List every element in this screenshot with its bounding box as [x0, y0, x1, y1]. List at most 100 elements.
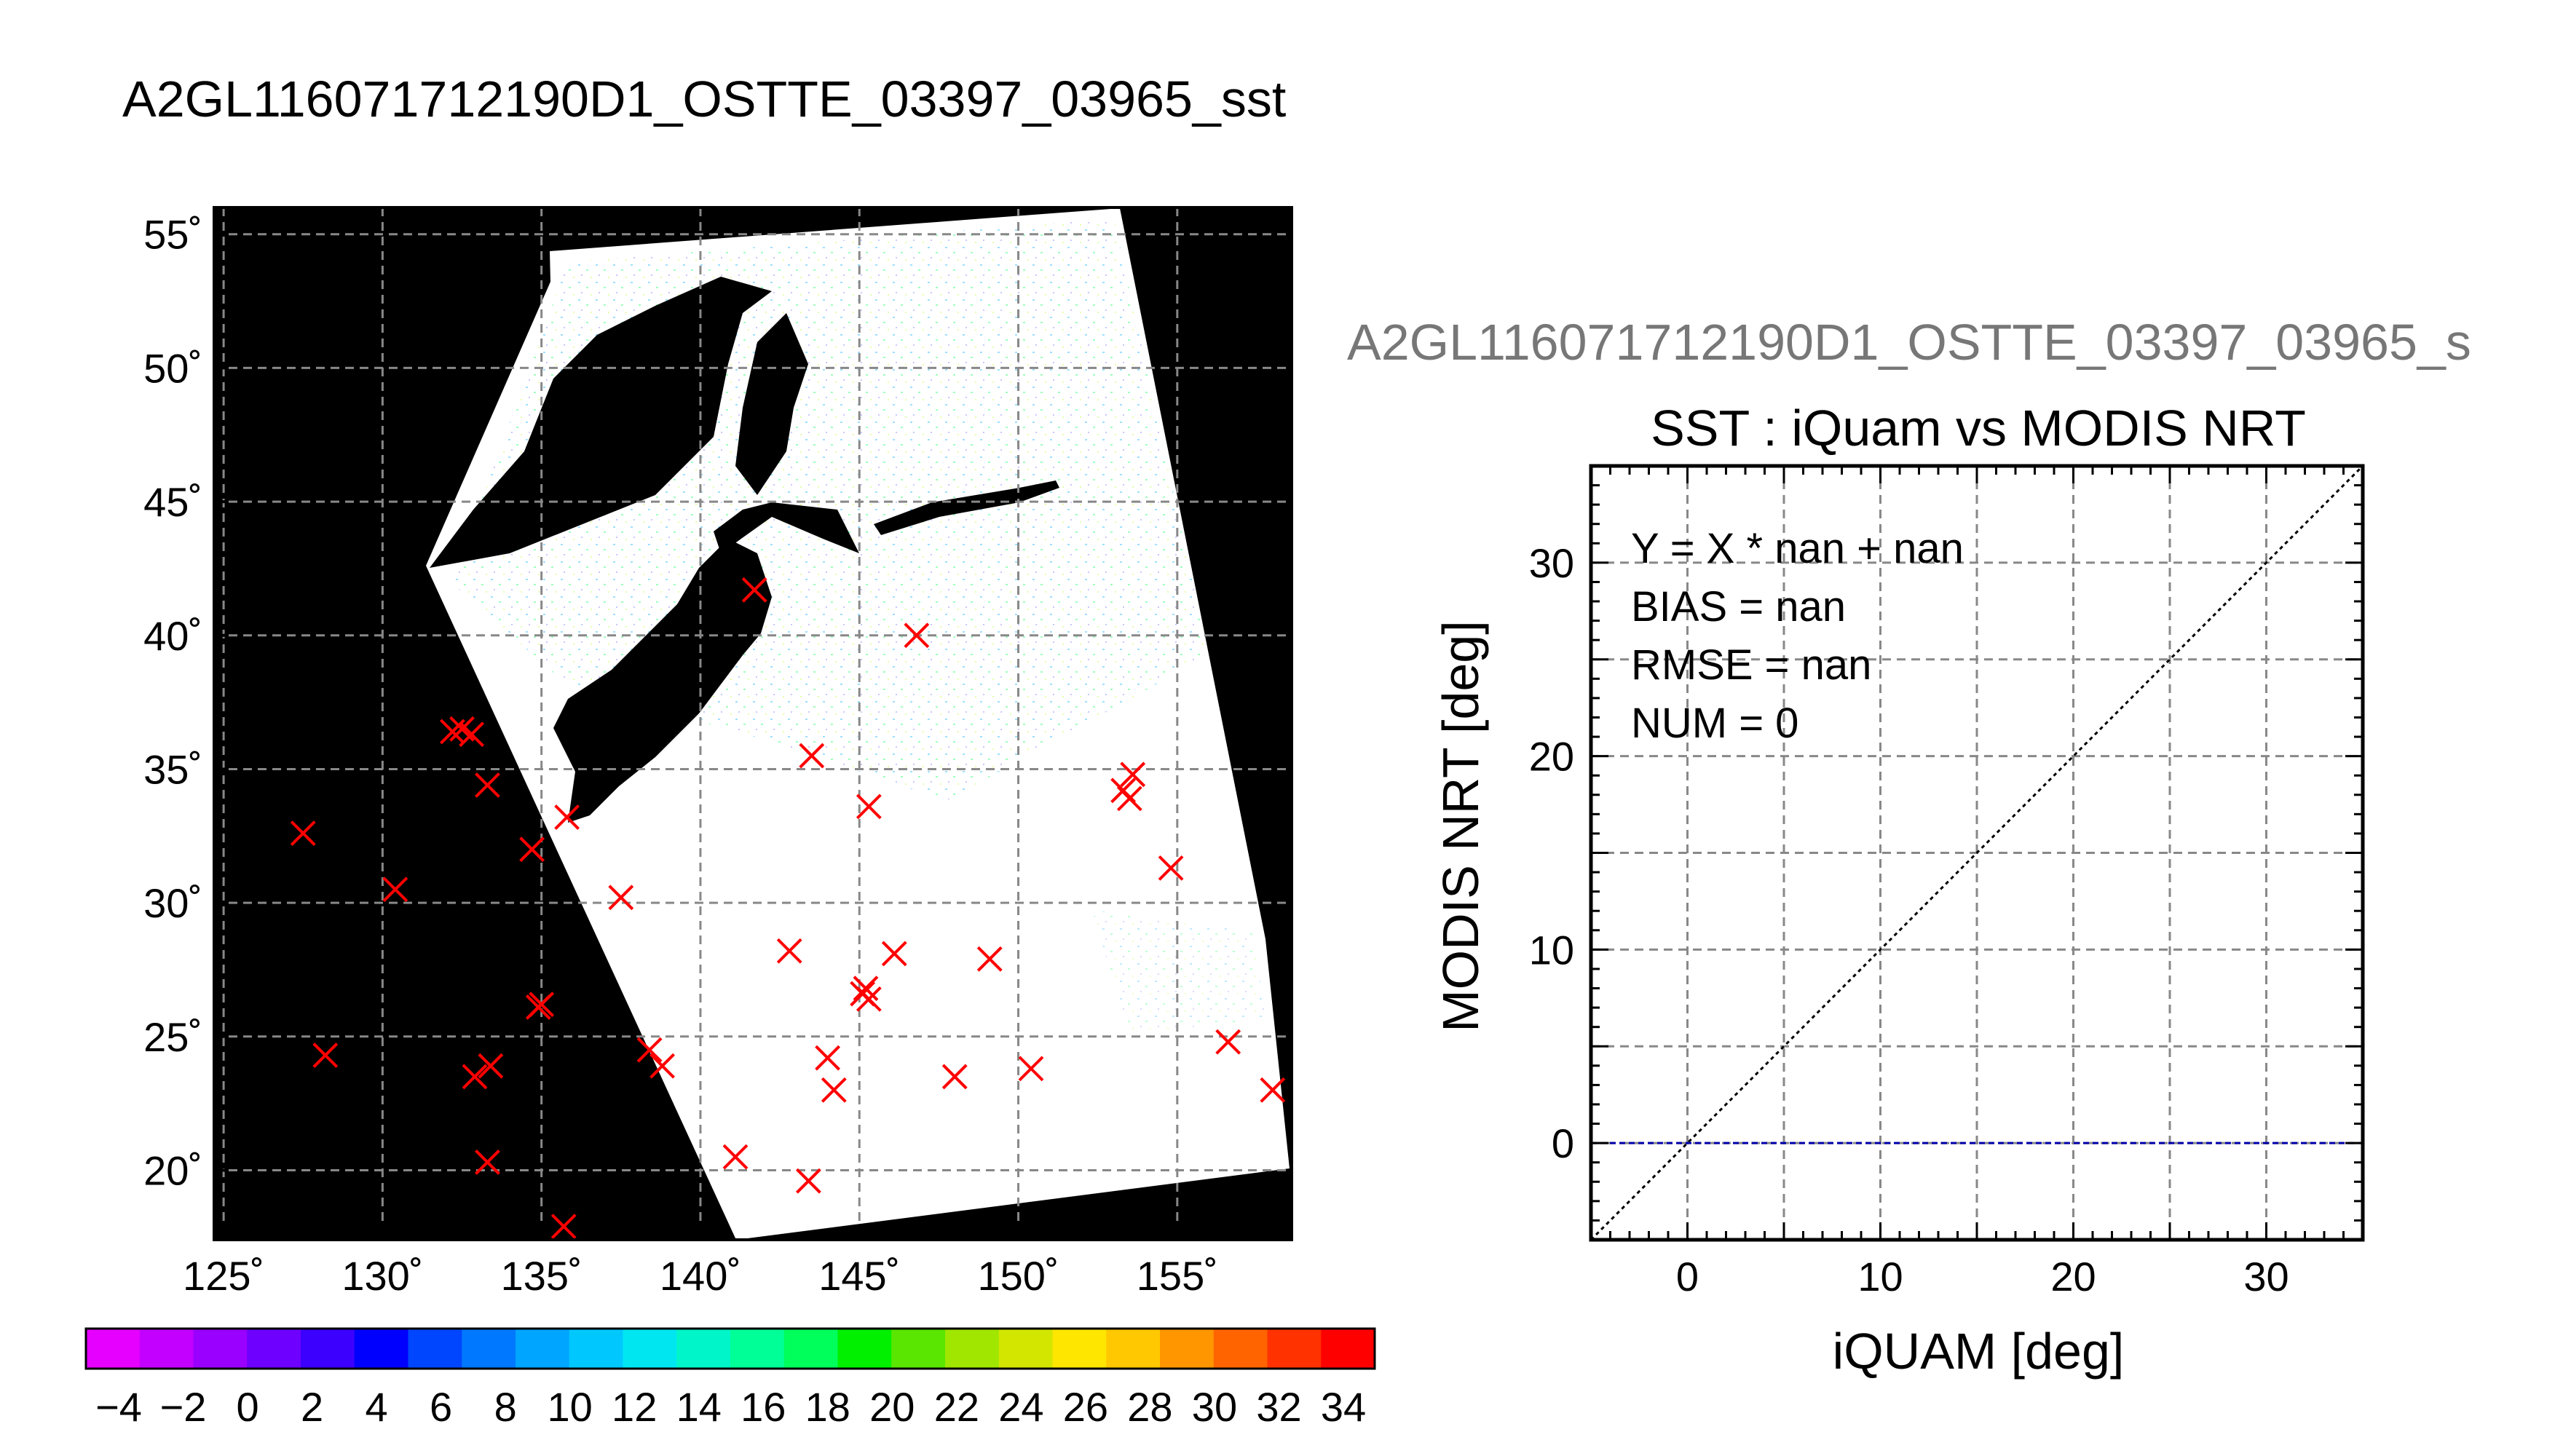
colorbar-tick-label: −2: [160, 1384, 207, 1430]
land-honshu: [553, 539, 772, 823]
colorbar-swatch: [354, 1329, 408, 1369]
iquam-marker: [1116, 786, 1142, 812]
map-lon-tick-label: 125˚: [183, 1253, 264, 1299]
map-lon-tick-label: 140˚: [660, 1253, 741, 1299]
iquam-marker: [525, 994, 551, 1020]
map-lon-tick-label: 130˚: [341, 1253, 423, 1299]
colorbar-swatch: [462, 1329, 516, 1369]
colorbar-tick-label: −4: [95, 1384, 142, 1430]
colorbar-swatch: [623, 1329, 677, 1369]
iquam-marker: [462, 1064, 488, 1090]
map-lat-tick-label: 20˚: [143, 1147, 202, 1193]
x-tick-label: 0: [1676, 1254, 1699, 1299]
iquam-marker: [856, 986, 882, 1012]
colorbar-tick-label: 6: [430, 1384, 452, 1430]
colorbar-tick-label: 10: [548, 1384, 593, 1430]
colorbar-swatch: [945, 1329, 1000, 1369]
one-to-one-line: [1590, 464, 2364, 1241]
sst-data-region: [451, 218, 1209, 801]
map-lat-tick-label: 30˚: [143, 880, 202, 926]
iquam-marker: [904, 622, 930, 649]
colorbar-tick-label: 14: [676, 1384, 722, 1430]
x-tick-label: 20: [2050, 1254, 2096, 1299]
iquam-marker: [1260, 1077, 1286, 1103]
colorbar-swatch: [1267, 1329, 1322, 1369]
iquam-marker: [776, 938, 802, 964]
map-lat-tick-label: 55˚: [143, 212, 202, 258]
colorbar-tick-label: 18: [805, 1384, 850, 1430]
page-title: A2GL116071712190D1_OSTTE_03397_03965_sst: [122, 71, 1287, 127]
y-tick-label: 30: [1529, 540, 1574, 586]
stats-regression: Y = X * nan + nan: [1631, 525, 1964, 572]
y-tick-label: 0: [1552, 1120, 1574, 1166]
x-tick-label: 10: [1857, 1254, 1903, 1299]
iquam-marker: [475, 1150, 500, 1175]
iquam-marker: [382, 877, 408, 903]
iquam-marker: [478, 1053, 504, 1079]
iquam-marker: [722, 1144, 749, 1170]
colorbar-swatch: [139, 1329, 194, 1369]
colorbar-swatch: [730, 1329, 785, 1369]
land-sakhalin: [735, 313, 808, 495]
iquam-marker: [459, 721, 485, 748]
colorbar-tick-label: 0: [236, 1384, 258, 1430]
colorbar-swatch: [1213, 1329, 1268, 1369]
iquam-marker: [1215, 1029, 1241, 1055]
scatter-frame: [1589, 464, 2365, 1242]
map-lat-tick-label: 40˚: [143, 613, 202, 659]
colorbar-swatch: [676, 1329, 731, 1369]
colorbar-swatch: [86, 1329, 141, 1369]
iquam-marker: [529, 992, 555, 1018]
y-tick-label: 10: [1529, 927, 1574, 973]
iquam-marker: [799, 743, 825, 769]
sst-data-region-south: [1092, 910, 1267, 1034]
sst-swath: [426, 208, 1290, 1240]
colorbar-tick-label: 16: [741, 1384, 786, 1430]
colorbar-swatch: [1106, 1329, 1161, 1369]
colorbar-swatch: [247, 1329, 301, 1369]
iquam-marker: [741, 577, 767, 603]
colorbar-tick-label: 28: [1127, 1384, 1172, 1430]
iquam-marker: [312, 1042, 339, 1068]
colorbar-tick-label: 34: [1321, 1384, 1366, 1430]
scatter-title: SST : iQuam vs MODIS NRT: [1651, 400, 2306, 456]
x-axis-label: iQUAM [deg]: [1833, 1323, 2125, 1380]
iquam-marker: [795, 1168, 821, 1194]
map-lat-tick-label: 45˚: [143, 479, 202, 525]
colorbar-swatch: [408, 1329, 462, 1369]
iquam-marker: [850, 981, 876, 1007]
iquam-marker: [1018, 1056, 1044, 1082]
colorbar-tick-label: 32: [1256, 1384, 1301, 1430]
iquam-marker: [881, 941, 907, 967]
map-frame-border: [213, 206, 1293, 1241]
colorbar-tick-label: 12: [612, 1384, 657, 1430]
iquam-marker: [856, 794, 882, 820]
iquam-marker: [608, 885, 634, 911]
stats-bias: BIAS = nan: [1631, 583, 1846, 630]
map-lon-tick-label: 150˚: [977, 1253, 1059, 1299]
iquam-marker: [550, 1214, 577, 1240]
land-mainland: [430, 277, 772, 568]
colorbar-swatch: [1321, 1329, 1375, 1369]
iquam-marker: [649, 1053, 675, 1079]
map-lon-tick-label: 135˚: [501, 1253, 583, 1299]
colorbar-tick-label: 24: [998, 1384, 1043, 1430]
iquam-marker: [519, 836, 545, 863]
land-hokkaido: [714, 502, 859, 553]
colorbar-border: [84, 1327, 1376, 1370]
stats-num: NUM = 0: [1631, 700, 1798, 747]
colorbar-swatch: [193, 1329, 248, 1369]
colorbar-tick-label: 22: [934, 1384, 979, 1430]
map-lon-tick-label: 145˚: [818, 1253, 900, 1299]
colorbar-tick-label: 26: [1063, 1384, 1108, 1430]
iquam-marker: [821, 1077, 847, 1103]
colorbar-swatch: [1160, 1329, 1215, 1369]
colorbar-tick-label: 4: [366, 1384, 388, 1430]
iquam-marker: [440, 719, 465, 745]
colorbar-swatch: [837, 1329, 892, 1369]
stats-rmse: RMSE = nan: [1631, 641, 1871, 689]
colorbar-tick-label: 30: [1192, 1384, 1237, 1430]
colorbar-swatch: [569, 1329, 623, 1369]
iquam-marker: [1110, 778, 1137, 804]
